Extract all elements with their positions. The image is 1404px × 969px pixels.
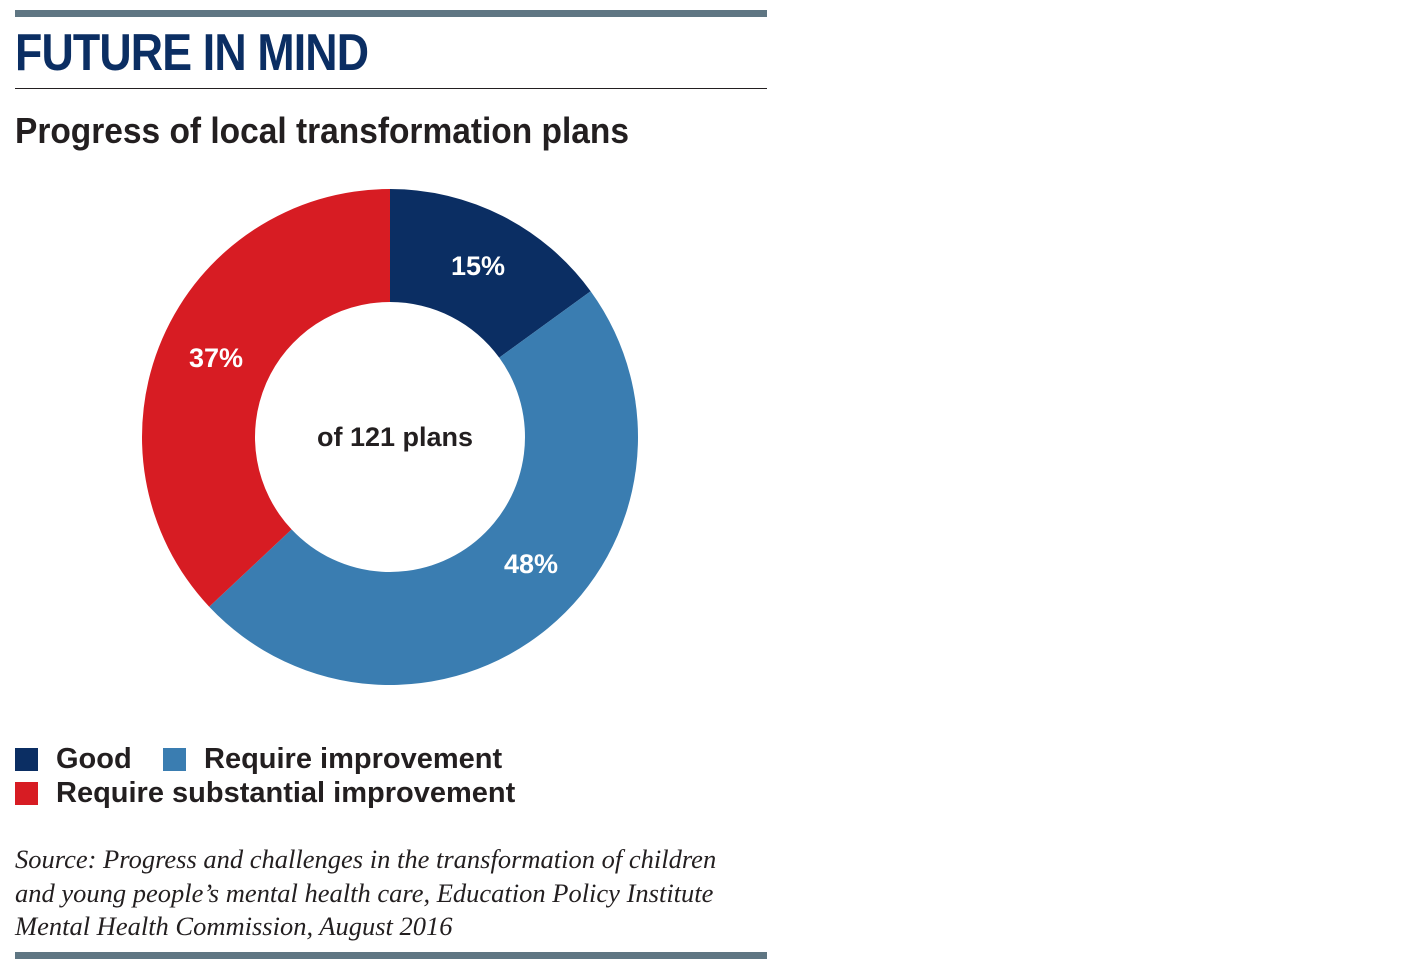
donut-slice-label-good: 15% xyxy=(451,251,505,281)
legend-swatch-require-improvement xyxy=(163,747,186,771)
donut-center-label: of 121 plans xyxy=(317,422,473,452)
donut-chart: 15% 48% 37% of 121 plans xyxy=(141,189,639,685)
donut-slice-label-require-improvement: 48% xyxy=(504,549,558,579)
legend-label-require-improvement: Require improvement xyxy=(204,742,503,775)
donut-slice-label-require-substantial-improvement: 37% xyxy=(189,343,243,373)
donut-slice-require-improvement xyxy=(209,291,639,685)
legend-item-require-improvement: Require improvement xyxy=(163,742,502,776)
legend-label-good: Good xyxy=(56,742,132,775)
chart-title: Progress of local transformation plans xyxy=(15,110,629,151)
legend-swatch-require-substantial-improvement xyxy=(15,781,38,805)
donut-slices xyxy=(141,189,639,685)
source-note: Source: Progress and challenges in the t… xyxy=(15,844,717,941)
legend: Good Require improvement Require substan… xyxy=(15,740,767,812)
chart-headline: FUTURE IN MIND xyxy=(15,24,369,82)
legend-item-require-substantial-improvement: Require substantial improvement xyxy=(15,776,515,810)
donut-slice-labels: 15% 48% 37% xyxy=(189,251,558,579)
legend-item-good: Good xyxy=(15,742,132,776)
legend-label-require-substantial-improvement: Require substantial improvement xyxy=(56,776,516,809)
donut-slice-require-substantial-improvement xyxy=(141,189,390,607)
top-rule xyxy=(15,10,767,17)
headline-divider xyxy=(15,88,767,89)
bottom-rule xyxy=(15,952,767,959)
legend-swatch-good xyxy=(15,747,38,771)
donut-slice-good xyxy=(390,189,591,358)
